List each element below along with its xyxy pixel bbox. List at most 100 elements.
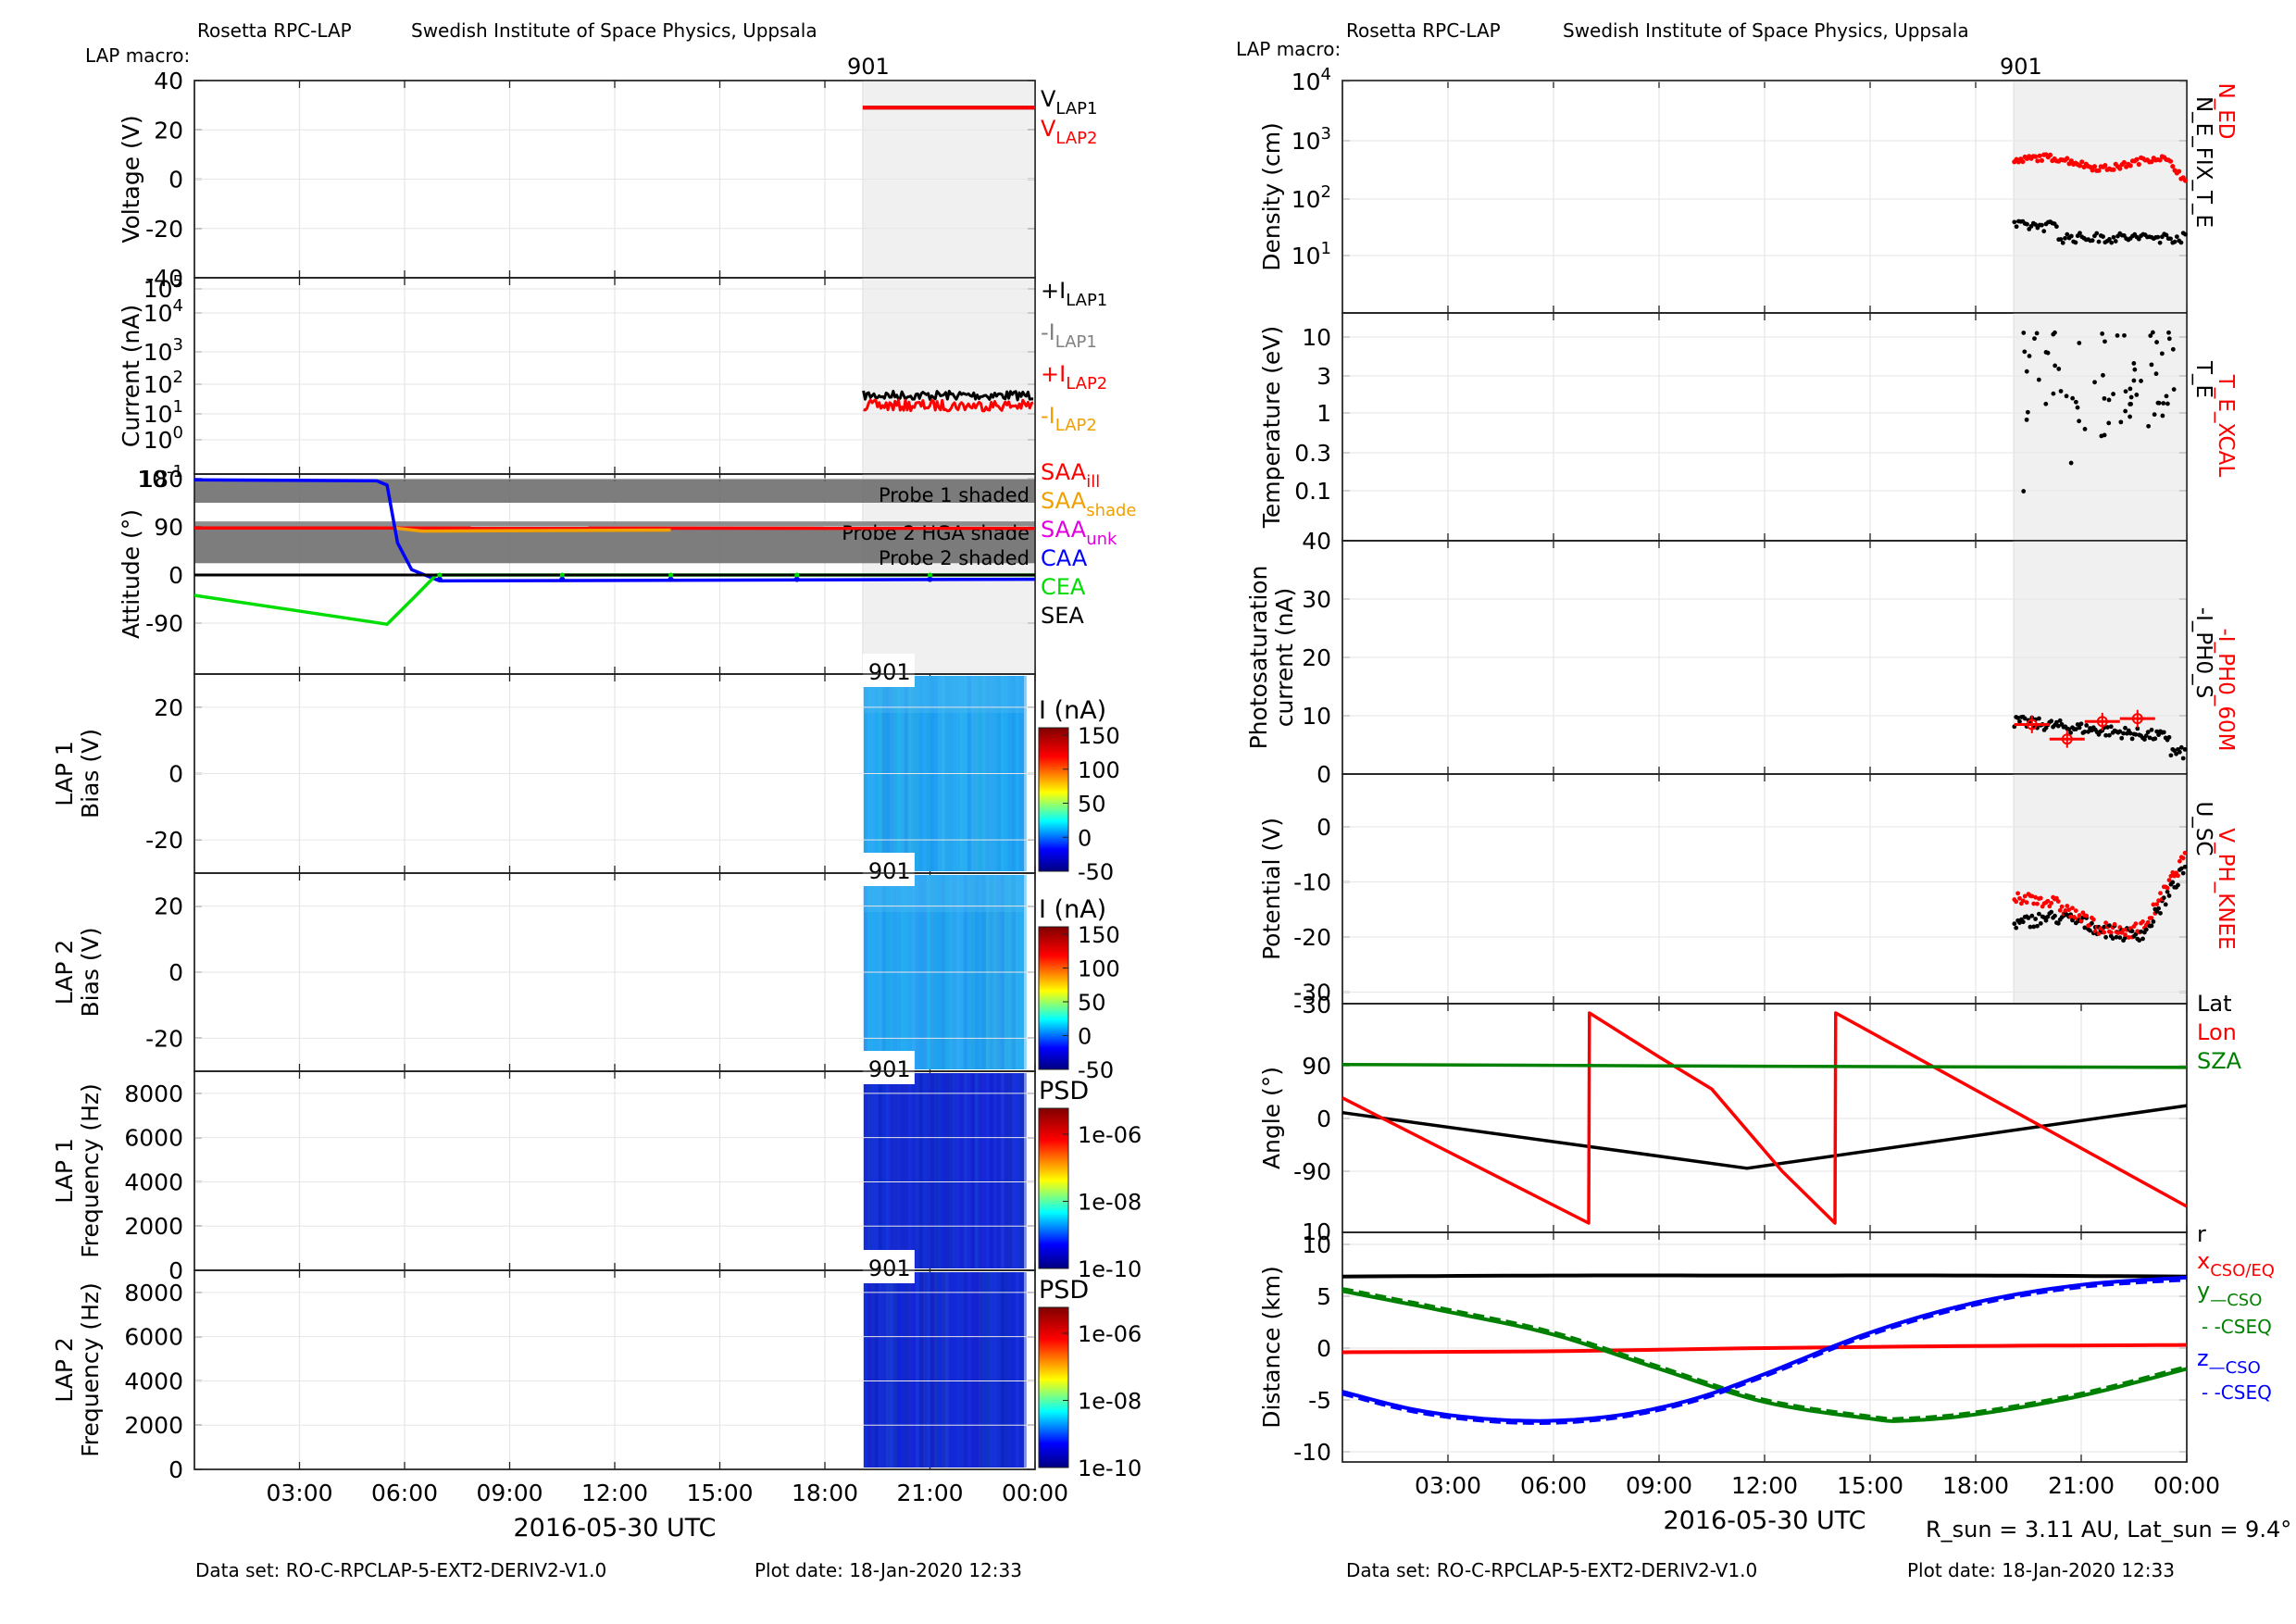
density-point-nefix	[2178, 240, 2184, 245]
heatmap-stripe	[915, 1272, 919, 1468]
temperature-point	[2025, 409, 2030, 415]
temperature-point	[2056, 367, 2062, 371]
y-tick-label: 5	[1316, 1283, 1331, 1310]
y-tick-label: -20	[145, 216, 183, 243]
caa-marker	[668, 576, 674, 582]
photosat-point-s	[2049, 718, 2054, 724]
density-point-nefix	[2157, 240, 2163, 245]
tick-exp: 3	[1321, 124, 1331, 144]
legend-sub: LAP1	[1055, 99, 1097, 119]
temperature-point	[2115, 332, 2120, 338]
photosat-point-s	[2037, 716, 2041, 721]
y-tick-label: 10	[1302, 1231, 1331, 1258]
potential-point-usc	[2178, 866, 2184, 871]
axis-label-line: Bias (V)	[77, 729, 104, 818]
temperature-point	[2106, 420, 2112, 426]
potential-point-usc	[2102, 924, 2107, 930]
potential-point-usc	[2026, 916, 2031, 920]
density-point-ned	[2090, 168, 2095, 173]
temperature-point	[2021, 489, 2027, 493]
heatmap-stripe	[904, 1272, 908, 1468]
potential-point-vph	[2031, 901, 2037, 906]
density-point-ned	[2091, 164, 2098, 169]
heatmap-stripe	[937, 1073, 942, 1268]
colorbar-tick-label: 1e-08	[1078, 1190, 1142, 1216]
density-point-nefix	[2054, 224, 2059, 230]
density-point-nefix	[2060, 240, 2065, 245]
y-tick-label: 30	[1302, 586, 1331, 613]
potential-point-vph	[2063, 908, 2068, 913]
y-tick-label: 40	[1302, 528, 1331, 555]
caa-marker	[436, 576, 443, 582]
axis-label-line: Angle (°)	[1258, 1067, 1285, 1169]
axis-label-line: LAP 1	[51, 741, 78, 806]
heatmap-stripe	[867, 1073, 871, 1268]
temperature-point	[2150, 330, 2155, 335]
density-point-nefix	[2063, 235, 2067, 241]
temperature-point	[2148, 333, 2153, 338]
temperature-point	[2021, 331, 2027, 335]
cea-marker	[559, 572, 565, 578]
potential-point-usc	[2166, 893, 2172, 898]
y-tick-label: 0.1	[1294, 478, 1331, 505]
legend-vphknee: V_PH_KNEE	[2214, 828, 2238, 949]
colorbar-tick-label: 0	[1078, 825, 1092, 851]
y-tick-label: 103	[1292, 124, 1331, 155]
heatmap-stripe	[870, 1272, 875, 1468]
potential-point-usc	[2165, 889, 2170, 894]
temperature-point	[2051, 391, 2056, 396]
density-point-ned	[2134, 156, 2140, 162]
y-tick-label: 8000	[124, 1280, 183, 1306]
legend-vlap2: VLAP2	[1041, 116, 1097, 148]
heatmap-stripe	[963, 1272, 967, 1468]
x-tick-label: 15:00	[1837, 1472, 1903, 1499]
photosat-point-s	[2156, 732, 2162, 738]
heatmap-stripe	[918, 1073, 923, 1268]
legend-main: SAA	[1041, 488, 1087, 514]
colorbar-tick-label: 1e-08	[1078, 1389, 1142, 1415]
temperature-point	[2170, 346, 2176, 352]
lap1-bias-panel: 901 20 0 -20 LAP 1 Bias (V) I (nA)150 100 50 0 -50	[51, 654, 1120, 885]
macro-shade	[2014, 81, 2187, 313]
potential-point-vph	[2024, 900, 2029, 906]
lap1-bias-panel-ylabel: LAP 1 Bias (V)	[51, 729, 104, 818]
tick-exp: 4	[173, 296, 183, 316]
photosat-point-s	[2121, 731, 2127, 736]
temperature-point	[2160, 413, 2165, 418]
temperature-point	[2022, 349, 2028, 355]
right-instrument-title: Rosetta RPC-LAP	[1346, 19, 1501, 42]
heatmap-stripe	[881, 1272, 886, 1468]
y-tick-label: -90	[1293, 1158, 1331, 1185]
potential-point-vph	[2151, 902, 2156, 907]
cea-marker	[437, 572, 443, 578]
heatmap-stripe	[1018, 1073, 1023, 1268]
heatmap-stripe	[911, 1272, 916, 1468]
temperature-point	[2134, 392, 2140, 397]
x-tick-label: 18:00	[792, 1480, 858, 1506]
attitude-ylabel: Attitude (°)	[118, 509, 144, 639]
y-tick-label: 0	[168, 562, 183, 589]
axis-label-line: Bias (V)	[77, 928, 104, 1018]
temperature-point	[2171, 387, 2177, 392]
macro-label-bg	[862, 853, 915, 886]
potential-point-usc	[2090, 920, 2094, 926]
y-tick-label: -40	[145, 265, 183, 292]
axis-label-line: Voltage (V)	[118, 115, 144, 243]
potential-point-vph	[2022, 893, 2028, 899]
colorbar-tick-label: 100	[1078, 757, 1120, 783]
potential-point-vph	[2182, 850, 2188, 856]
legend-r: r	[2197, 1221, 2206, 1247]
tick-exp: -1	[167, 462, 183, 481]
photosat-point-s	[2174, 751, 2179, 756]
density-point-nefix	[2109, 240, 2115, 245]
heatmap-stripe	[970, 1272, 975, 1468]
y-tick-label: 0.3	[1294, 440, 1331, 467]
potential-point-vph	[2177, 858, 2182, 864]
axis-label-line: LAP 2	[51, 940, 78, 1006]
legend-sub: LAP1	[1066, 291, 1107, 310]
legend-main: -I	[1041, 319, 1055, 345]
